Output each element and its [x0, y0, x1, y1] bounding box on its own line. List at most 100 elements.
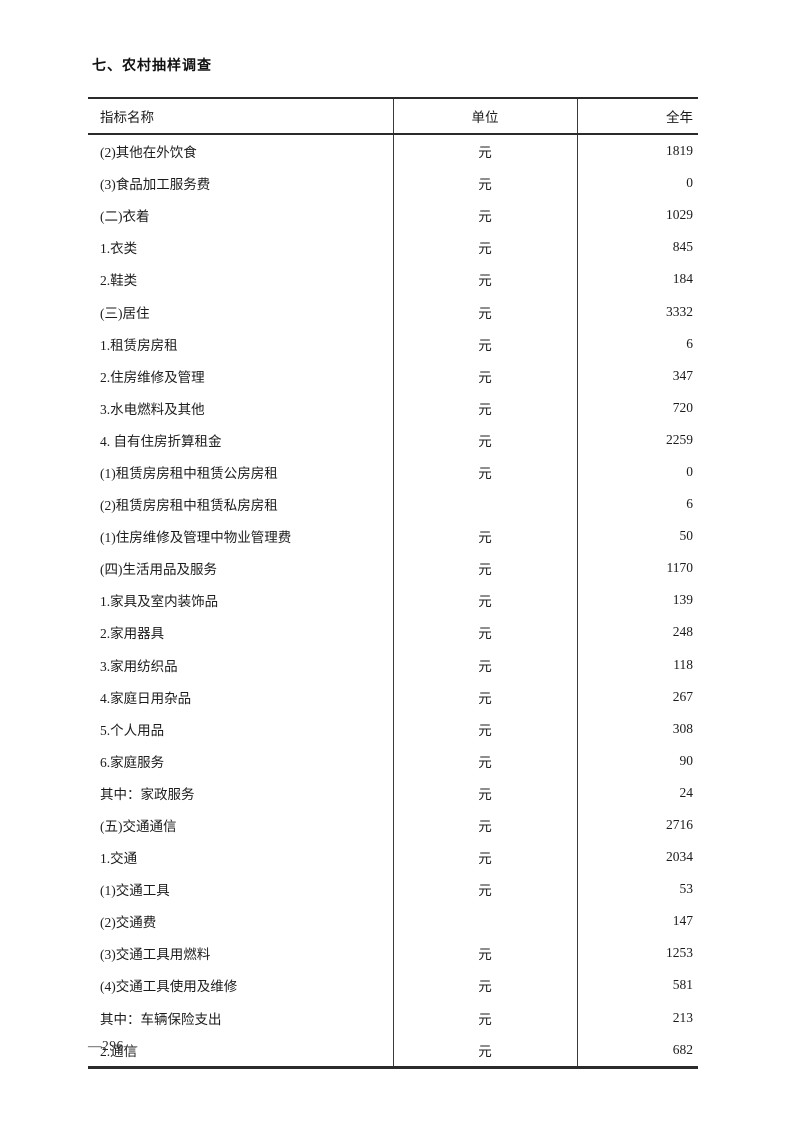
table-header-row: 指标名称 单位 全年 [88, 98, 698, 135]
table-row: (1)住房维修及管理中物业管理费 元 50 [88, 520, 698, 553]
indicator-name-cell: (1)租赁房房租中租赁公房房租 [100, 465, 278, 481]
column-header-unit: 单位 [392, 98, 578, 135]
indicator-name-cell: 3.家用纺织品 [100, 658, 178, 674]
value-cell: 1819 [666, 143, 693, 159]
indicator-name-cell: 其中：车辆保险支出 [100, 1011, 222, 1027]
indicator-name-cell: (五)交通通信 [100, 819, 177, 835]
table-row: (1)租赁房房租中租赁公房房租 元 0 [88, 455, 698, 489]
indicator-name-cell: (2)交通费 [100, 915, 157, 931]
indicator-name-cell: 2.通信 [100, 1043, 138, 1059]
table-row: (2)交通费 147 [88, 905, 698, 938]
value-cell: 3332 [666, 303, 693, 319]
table-row: 2.通信 元 682 [88, 1033, 698, 1068]
survey-table: 指标名称 单位 全年 (2)其他在外饮食元 1819 (3)食品加工服务费元 0 (二)… [88, 97, 698, 1069]
value-cell: 308 [672, 720, 693, 736]
indicator-name-cell: (2)租赁房房租中租赁私房房租 [100, 498, 278, 514]
indicator-name-cell: 2.鞋类 [100, 273, 138, 289]
table-row: 1.交通 元 2034 [88, 841, 698, 874]
indicator-name-cell: (1)交通工具 [100, 883, 170, 899]
table-header: 指标名称 单位 全年 [88, 98, 698, 135]
unit-cell: 元 [392, 841, 578, 874]
value-cell: 90 [679, 752, 694, 768]
indicator-name-cell: 3.水电燃料及其他 [100, 401, 205, 417]
table-row: (1)交通工具 元 53 [88, 873, 698, 906]
value-cell: 248 [672, 624, 693, 640]
column-header-full-year: 全年 [577, 98, 698, 135]
indicator-name-cell: 5.个人用品 [100, 722, 165, 738]
table-row: 4.家庭日用杂品 元 267 [88, 680, 698, 713]
value-cell: 147 [672, 913, 693, 929]
table-row: 其中：车辆保险支出 元 213 [88, 1001, 698, 1034]
indicator-name-cell: (三)居住 [100, 305, 150, 321]
indicator-name-cell: 1.衣类 [100, 241, 138, 257]
unit-cell: 元 [392, 584, 578, 617]
indicator-name-cell: 其中：家政服务 [100, 786, 195, 802]
value-cell: 6 [686, 335, 693, 351]
value-cell: 139 [672, 592, 693, 608]
table-row: (3)食品加工服务费 元 0 [88, 167, 698, 200]
value-cell: 1029 [666, 207, 693, 223]
table-row: 3.家用纺织品 元 118 [88, 648, 698, 681]
unit-cell: 元 [392, 423, 578, 456]
unit-cell: 元 [392, 359, 578, 392]
value-cell: 50 [679, 528, 694, 544]
unit-cell: 元 [392, 552, 578, 585]
table-row: 2.家用器具 元 248 [88, 616, 698, 649]
value-cell: 6 [686, 496, 693, 512]
unit-cell: 元 [392, 744, 578, 777]
value-cell: 720 [672, 399, 693, 415]
table-body: (2)其他在外饮食元 1819 (3)食品加工服务费元 0 (二)衣着元 1029 1.衣类… [88, 134, 698, 1068]
indicator-name-cell: (3)交通工具用燃料 [100, 947, 211, 963]
indicator-name-cell: (2)其他在外饮食 [100, 145, 197, 161]
unit-cell: 元 [392, 937, 578, 970]
table-row: 5.个人用品 元 308 [88, 712, 698, 745]
indicator-name-cell: (3)食品加工服务费 [100, 177, 211, 193]
unit-cell: 元 [392, 391, 578, 424]
value-cell: 845 [672, 239, 693, 255]
indicator-name-cell: 1.交通 [100, 851, 138, 867]
table-row: 1.衣类 元 845 [88, 231, 698, 264]
value-cell: 267 [672, 688, 693, 704]
table-row: 2.鞋类 元 184 [88, 263, 698, 296]
table-row: 1.家具及室内装饰品 元 139 [88, 584, 698, 617]
unit-cell: 元 [392, 648, 578, 681]
unit-cell: 元 [392, 231, 578, 264]
value-cell: 1170 [666, 560, 694, 576]
value-cell: 118 [673, 656, 693, 672]
table-row: (2)其他在外饮食 元 1819 [88, 134, 698, 168]
indicator-name-cell: 1.租赁房房租 [100, 337, 178, 353]
unit-cell: 元 [392, 680, 578, 713]
table-row: 6.家庭服务 元 90 [88, 744, 698, 777]
table-row: 3.水电燃料及其他 元 720 [88, 391, 698, 424]
table-row: (2)租赁房房租中租赁私房房租 6 [88, 488, 698, 521]
value-cell: 2034 [666, 849, 693, 865]
value-cell: 1253 [666, 945, 693, 961]
unit-cell: 元 [392, 712, 578, 745]
unit-cell: 元 [392, 969, 578, 1002]
unit-cell: 元 [392, 134, 578, 168]
table-row: 其中：家政服务 元 24 [88, 776, 698, 809]
table-row: 4. 自有住房折算租金 元 2259 [88, 423, 698, 456]
value-cell: 682 [672, 1041, 693, 1057]
indicator-name-cell: 2.家用器具 [100, 626, 165, 642]
value-cell: 581 [672, 977, 693, 993]
value-cell: 184 [672, 271, 693, 287]
table-row: (四)生活用品及服务 元 1170 [88, 552, 698, 585]
value-cell: 53 [679, 881, 694, 897]
table-row: (二)衣着 元 1029 [88, 199, 698, 232]
unit-cell: 元 [392, 1033, 578, 1068]
value-cell: 2259 [666, 431, 693, 447]
indicator-name-cell: (1)住房维修及管理中物业管理费 [100, 530, 292, 546]
unit-cell: 元 [392, 199, 578, 232]
unit-cell: 元 [392, 520, 578, 553]
unit-cell: 元 [392, 295, 578, 328]
value-cell: 347 [672, 367, 693, 383]
indicator-name-cell: 2.住房维修及管理 [100, 369, 205, 385]
value-cell: 213 [672, 1009, 693, 1025]
value-cell: 0 [686, 175, 693, 191]
indicator-name-cell: 1.家具及室内装饰品 [100, 594, 219, 610]
table-row: (4)交通工具使用及维修 元 581 [88, 969, 698, 1002]
section-title: 七、农村抽样调查 [92, 58, 212, 74]
indicator-name-cell: 4.家庭日用杂品 [100, 690, 192, 706]
